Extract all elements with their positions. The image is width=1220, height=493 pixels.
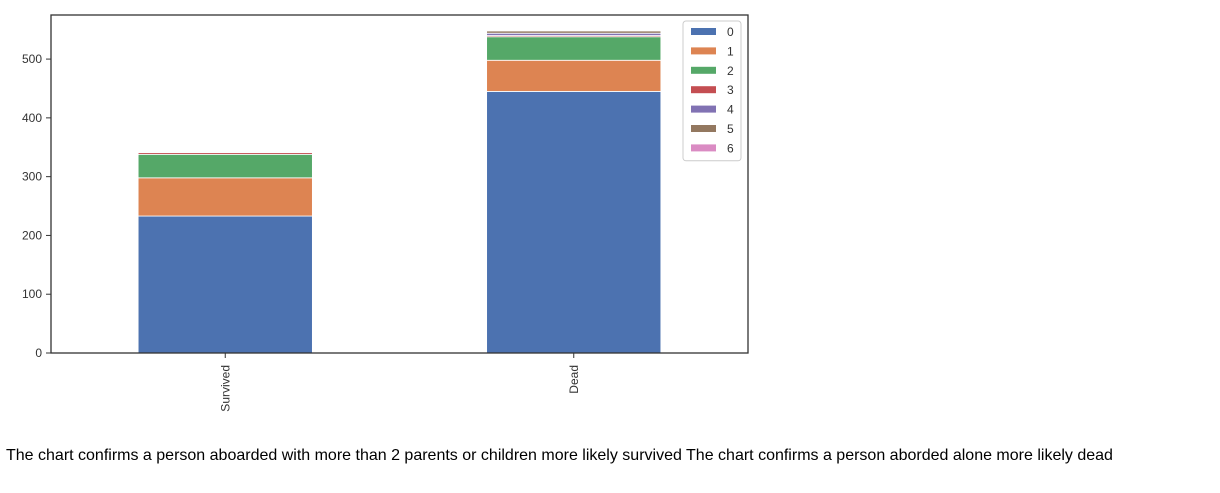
x-tick-label-dead: Dead xyxy=(567,365,581,394)
y-tick-label-100: 100 xyxy=(22,287,42,301)
legend-label-5: 5 xyxy=(727,122,734,136)
x-tick-label-survived: Survived xyxy=(218,365,232,412)
bar-dead-series-6 xyxy=(486,29,662,32)
bar-dead-series-0 xyxy=(486,91,662,354)
y-tick-label-400: 400 xyxy=(22,111,42,125)
legend-label-1: 1 xyxy=(727,44,734,58)
legend-swatch-1 xyxy=(691,47,716,55)
legend-swatch-5 xyxy=(691,125,716,132)
y-tick-label-300: 300 xyxy=(22,170,42,184)
y-tick-label-0: 0 xyxy=(35,346,42,360)
legend-label-3: 3 xyxy=(727,83,734,97)
bar-survived-series-5 xyxy=(137,151,313,153)
legend-label-0: 0 xyxy=(727,25,734,39)
legend-swatch-3 xyxy=(691,86,716,94)
chart: Survived Dead 0 100 200 300 400 500 0 1 2 3 4 5 6 xyxy=(22,14,749,412)
y-tick-label-500: 500 xyxy=(22,52,42,66)
chart-caption: The chart confirms a person aboarded wit… xyxy=(6,447,1113,464)
bar-dead-series-2 xyxy=(486,36,662,61)
legend-label-2: 2 xyxy=(727,64,734,78)
legend-swatch-0 xyxy=(691,28,716,35)
legend-swatch-4 xyxy=(691,105,716,113)
bar-survived-series-0 xyxy=(137,215,313,354)
bar-survived-series-1 xyxy=(137,177,313,217)
legend-swatch-2 xyxy=(691,66,716,74)
plot-frame xyxy=(50,14,749,354)
legend-label-6: 6 xyxy=(727,141,734,155)
bar-dead-series-1 xyxy=(486,59,662,92)
y-tick-label-200: 200 xyxy=(22,228,42,242)
bar-survived-series-2 xyxy=(137,153,313,179)
legend-swatch-6 xyxy=(691,144,716,152)
legend-label-4: 4 xyxy=(727,103,734,117)
